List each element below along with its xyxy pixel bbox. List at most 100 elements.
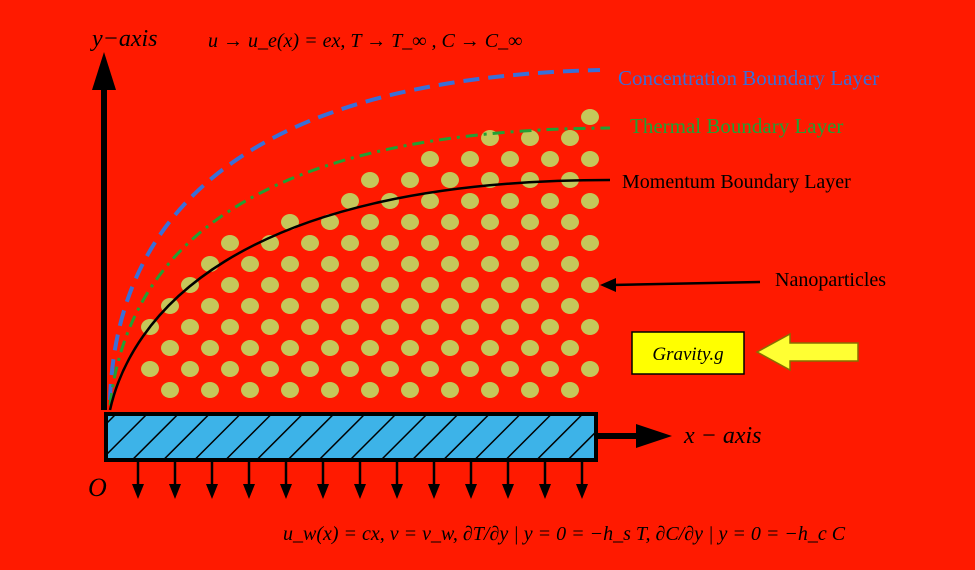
suction-arrows-group [132,460,588,499]
nanoparticle [501,151,519,167]
nanoparticle [581,361,599,377]
nanoparticle [441,340,459,356]
nanoparticle [221,319,239,335]
nanoparticle [521,214,539,230]
nanoparticle [561,130,579,146]
nanoparticle [541,361,559,377]
suction-arrowhead [280,484,292,499]
suction-arrowhead [502,484,514,499]
nanoparticles-group [141,109,599,398]
nanoparticle [461,193,479,209]
nanoparticle [421,151,439,167]
nanoparticle [361,172,379,188]
nanoparticle [461,235,479,251]
nanoparticle [401,298,419,314]
nanoparticle [321,382,339,398]
nanoparticle [241,256,259,272]
nanoparticle [461,151,479,167]
y-axis-arrowhead [92,52,116,90]
bottom-boundary-conditions: u_w(x) = cx, v = v_w, ∂T/∂y | y = 0 = −h… [283,523,846,545]
nanoparticle [521,172,539,188]
nanoparticle [481,340,499,356]
nanoparticles-label: Nanoparticles [775,269,886,291]
nanoparticle [421,235,439,251]
nanoparticle [581,151,599,167]
nanoparticle [581,235,599,251]
nanoparticle [521,382,539,398]
nanoparticle [481,256,499,272]
nanoparticle [461,361,479,377]
nanoparticle [361,382,379,398]
nanoparticle [441,256,459,272]
nanoparticle [541,151,559,167]
nanoparticle [381,361,399,377]
nanoparticle [321,256,339,272]
nanoparticle [301,235,319,251]
nanoparticle [581,193,599,209]
y-axis-label: y−axis [90,26,158,52]
nanoparticle [301,361,319,377]
nanoparticle [281,340,299,356]
nanoparticle [221,277,239,293]
top-boundary-conditions: u → u_e(x) = ex, T → T_∞ , C → C_∞ [208,30,522,52]
nanoparticle [361,256,379,272]
nanoparticle [561,340,579,356]
nanoparticle [441,172,459,188]
nanoparticle [161,340,179,356]
nanoparticle [261,277,279,293]
nanoparticle [241,298,259,314]
nanoparticle [521,298,539,314]
nanoparticle [201,382,219,398]
concentration-layer-label: Concentration Boundary Layer [618,66,879,90]
nanoparticle [281,298,299,314]
origin-label: O [88,473,107,502]
suction-arrowhead [206,484,218,499]
plate-hatching [104,412,598,462]
nanoparticle [421,319,439,335]
nanoparticle [321,214,339,230]
nanoparticle [281,382,299,398]
nanoparticle [501,193,519,209]
suction-arrowhead [428,484,440,499]
nanoparticle [341,361,359,377]
nanoparticle [561,298,579,314]
nanoparticle [141,361,159,377]
gravity-label: Gravity.g [652,344,723,365]
nanoparticle [281,256,299,272]
nanoparticle [521,256,539,272]
nanoparticle [441,298,459,314]
suction-arrowhead [354,484,366,499]
nanoparticle [501,361,519,377]
suction-arrowhead [317,484,329,499]
nanoparticle [261,319,279,335]
nanoparticle [561,214,579,230]
nanoparticle [401,172,419,188]
nanoparticle [461,277,479,293]
nanoparticle [421,361,439,377]
momentum-boundary-layer-curve [108,178,611,411]
nanoparticle [541,319,559,335]
nanoparticle [541,277,559,293]
suction-arrowhead [243,484,255,499]
thermal-boundary-layer-curve [108,126,611,406]
nanoparticle [381,319,399,335]
nanoparticle [481,214,499,230]
x-axis-arrowhead [636,424,672,448]
nanoparticle [401,214,419,230]
nanoparticle [341,235,359,251]
nanoparticle [501,235,519,251]
nanoparticle [161,382,179,398]
nanoparticle [481,382,499,398]
nanoparticle [221,361,239,377]
suction-arrowhead [539,484,551,499]
nanoparticle [241,340,259,356]
suction-arrowhead [391,484,403,499]
nanoparticle [201,298,219,314]
suction-arrowhead [169,484,181,499]
nanoparticle [461,319,479,335]
nanoparticle [361,340,379,356]
nanoparticle [381,193,399,209]
nanoparticle [301,277,319,293]
